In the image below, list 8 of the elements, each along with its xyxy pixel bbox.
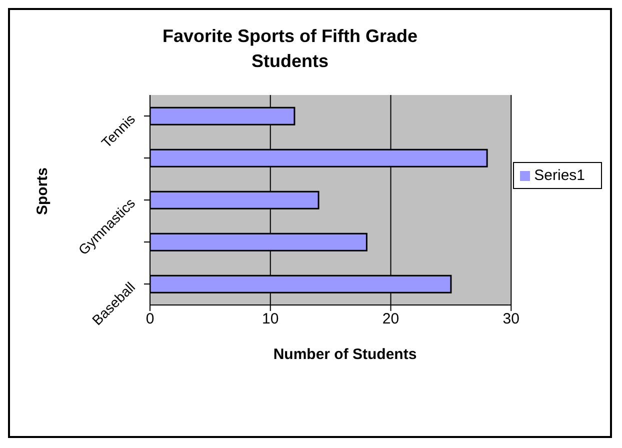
- x-tick-label: 10: [262, 310, 279, 328]
- x-axis-title: Number of Students: [272, 346, 418, 363]
- x-tick-label: 0: [146, 310, 154, 328]
- x-tick-label: 20: [382, 310, 400, 328]
- chart-title: Favorite Sports of Fifth Grade Students: [161, 25, 419, 73]
- y-axis-title: Sports: [34, 167, 51, 215]
- legend-label: Series1: [534, 166, 585, 184]
- x-tick-label: 30: [502, 310, 520, 328]
